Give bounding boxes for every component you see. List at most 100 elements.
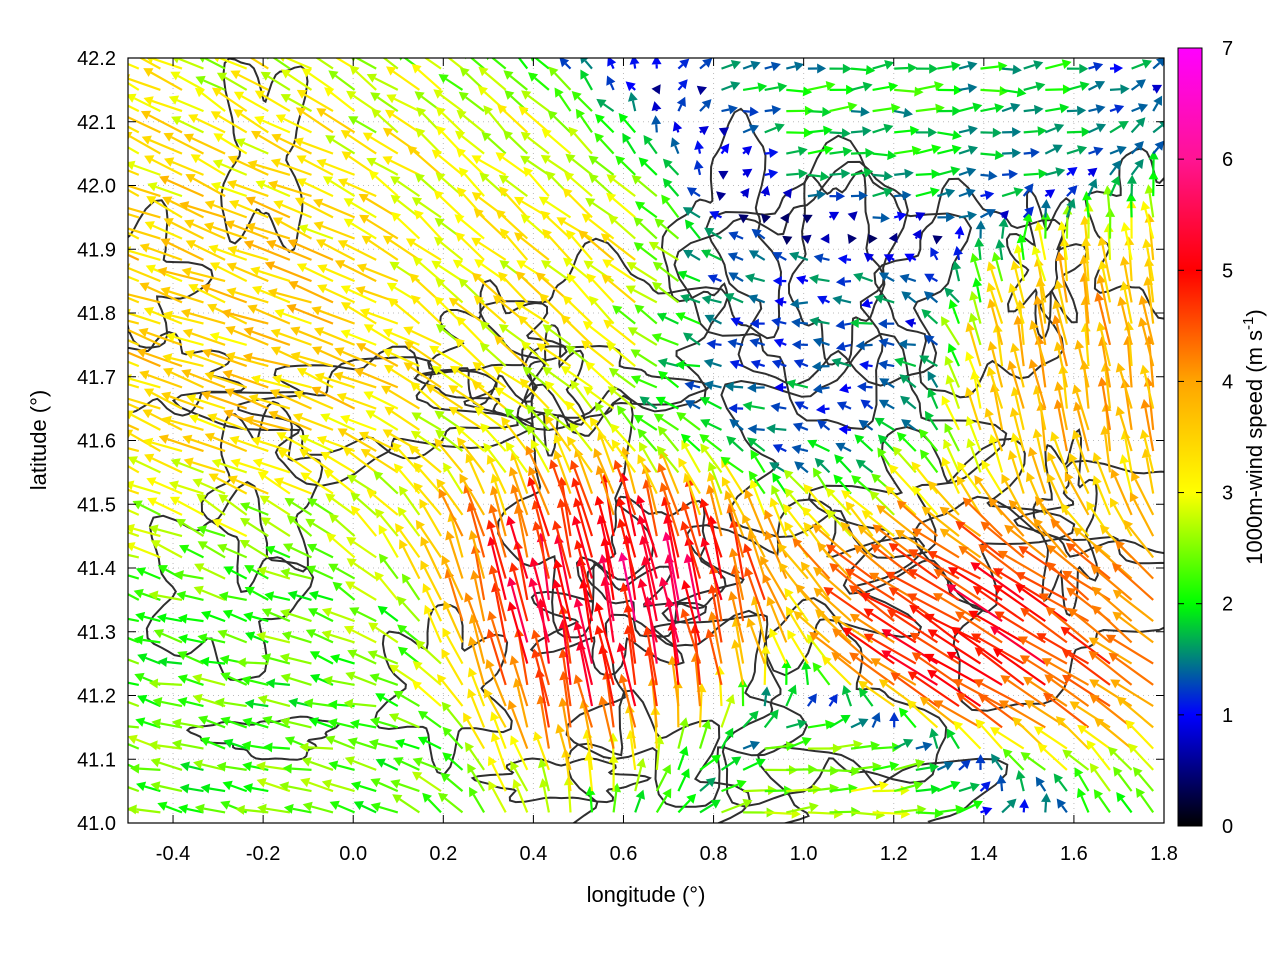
wind-arrow xyxy=(182,328,226,346)
wind-arrow xyxy=(1140,398,1155,452)
wind-arrow xyxy=(233,109,269,134)
wind-arrow xyxy=(250,374,291,389)
y-tick-label: 41.7 xyxy=(77,367,116,389)
wind-arrow xyxy=(128,212,140,219)
wind-arrow xyxy=(233,91,269,113)
wind-arrow xyxy=(490,711,507,749)
wind-arrow xyxy=(370,92,399,113)
wind-arrow xyxy=(144,453,183,474)
wind-arrow xyxy=(540,154,572,176)
wind-arrow xyxy=(849,318,873,328)
wind-arrow xyxy=(128,360,140,368)
wind-arrow xyxy=(904,318,917,328)
wind-arrow xyxy=(397,506,421,537)
wind-arrow xyxy=(878,318,895,329)
wind-arrow xyxy=(1038,593,1090,623)
wind-arrow xyxy=(448,385,485,410)
wind-arrow xyxy=(411,63,442,91)
wind-arrow xyxy=(128,93,161,113)
wind-arrow xyxy=(1131,59,1153,70)
wind-arrow xyxy=(946,584,1003,623)
wind-arrow xyxy=(243,326,291,346)
wind-arrow xyxy=(835,442,852,453)
wind-arrow xyxy=(1094,717,1133,750)
wind-arrow xyxy=(220,672,248,686)
wind-arrow xyxy=(857,525,895,559)
wind-arrow xyxy=(360,448,399,474)
wind-arrow xyxy=(633,217,658,240)
wind-arrow xyxy=(565,153,593,176)
wind-arrow xyxy=(298,224,334,240)
wind-arrow xyxy=(600,233,636,261)
wind-arrow xyxy=(1055,716,1090,750)
wind-arrow xyxy=(345,581,377,601)
wind-arrow xyxy=(793,359,809,369)
wind-arrow xyxy=(832,628,874,665)
wind-arrow xyxy=(128,742,140,750)
wind-arrow xyxy=(996,774,1007,792)
wind-arrow xyxy=(423,604,443,643)
wind-arrow xyxy=(533,731,550,771)
wind-arrow xyxy=(573,597,594,664)
wind-arrow xyxy=(273,200,312,219)
wind-arrow xyxy=(280,69,313,91)
wind-arrow xyxy=(484,688,507,728)
wind-arrow xyxy=(507,601,529,664)
wind-arrow xyxy=(179,783,204,794)
wind-arrow xyxy=(860,399,874,410)
wind-arrow xyxy=(794,401,809,411)
wind-arrow xyxy=(839,383,852,394)
wind-arrow xyxy=(128,456,161,474)
wind-arrow xyxy=(1020,607,1068,644)
wind-arrow xyxy=(388,713,420,729)
wind-arrow xyxy=(1045,59,1072,70)
wind-arrow xyxy=(549,459,572,516)
wind-arrow xyxy=(244,415,291,431)
wind-arrow xyxy=(521,341,550,367)
wind-arrow xyxy=(1139,429,1155,473)
wind-arrow xyxy=(742,740,760,750)
wind-arrow xyxy=(627,327,658,346)
wind-arrow xyxy=(128,169,140,176)
wind-arrow xyxy=(719,143,730,155)
wind-arrow xyxy=(699,754,722,771)
wind-arrow xyxy=(194,87,226,112)
wind-arrow xyxy=(698,719,712,749)
wind-arrow xyxy=(1062,749,1090,771)
wind-arrow xyxy=(1129,492,1155,537)
wind-arrow xyxy=(487,610,507,664)
wind-arrow xyxy=(980,103,1005,113)
wind-arrow xyxy=(254,90,291,113)
wind-arrow xyxy=(386,66,421,91)
wind-arrow xyxy=(410,430,442,453)
wind-arrow xyxy=(128,488,140,495)
wind-arrow xyxy=(611,439,637,474)
wind-arrow xyxy=(795,583,831,622)
wind-arrow xyxy=(769,497,788,537)
wind-arrow xyxy=(247,304,291,325)
wind-arrow xyxy=(657,462,680,516)
wind-arrow xyxy=(420,560,442,601)
wind-arrow xyxy=(415,639,442,665)
wind-arrow xyxy=(471,155,507,176)
wind-arrow xyxy=(199,656,226,667)
wind-arrow xyxy=(128,464,140,474)
wind-arrow xyxy=(263,742,290,753)
wind-arrow xyxy=(367,650,399,665)
wind-arrow xyxy=(243,240,291,261)
wind-arrow xyxy=(399,539,421,580)
wind-arrow xyxy=(286,515,313,537)
wind-arrow xyxy=(209,332,248,346)
wind-arrow xyxy=(992,648,1046,686)
wind-arrow xyxy=(507,576,529,643)
wind-arrow xyxy=(313,327,356,346)
wind-arrow xyxy=(683,553,702,622)
wind-arrow xyxy=(782,235,793,245)
wind-arrow xyxy=(927,370,939,388)
wind-arrow xyxy=(987,341,1004,388)
wind-arrow xyxy=(1037,743,1068,771)
wind-arrow xyxy=(764,169,779,179)
wind-arrow xyxy=(217,543,248,559)
y-tick-label: 41.2 xyxy=(77,686,116,708)
wind-arrow xyxy=(1142,238,1155,282)
